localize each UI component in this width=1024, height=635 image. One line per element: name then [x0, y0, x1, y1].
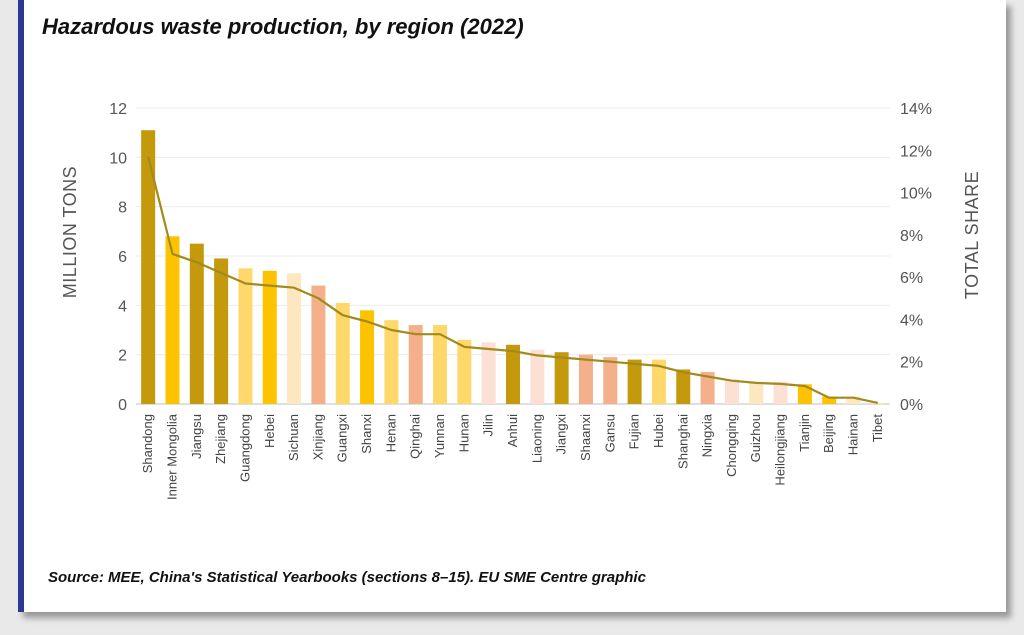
y-tick-label: 2 — [118, 348, 127, 365]
x-tick-label: Guangdong — [238, 414, 253, 482]
x-tick-label: Guangxi — [335, 414, 350, 463]
x-tick-label: Shandong — [140, 414, 155, 473]
bar — [773, 381, 788, 404]
x-tick-label: Jilin — [481, 414, 496, 436]
x-tick-label: Inner Mongolia — [165, 413, 180, 500]
x-tick-label: Henan — [383, 414, 398, 452]
bar — [457, 339, 472, 404]
y2-tick-label: 8% — [900, 228, 923, 245]
bar — [360, 310, 375, 404]
y2-tick-label: 4% — [900, 312, 923, 329]
bar — [749, 381, 764, 404]
x-tick-label: Liaoning — [529, 414, 544, 463]
y-tick-label: 8 — [118, 200, 127, 217]
y2-tick-label: 14% — [900, 101, 932, 118]
bar — [141, 130, 156, 404]
x-tick-label: Hunan — [456, 414, 471, 452]
bar — [238, 268, 253, 404]
bar — [627, 359, 642, 404]
bar — [189, 243, 204, 404]
x-tick-label: Gansu — [602, 414, 617, 452]
y2-tick-label: 2% — [900, 355, 923, 372]
y-tick-label: 10 — [109, 150, 127, 167]
x-tick-label: Beijing — [821, 414, 836, 453]
x-tick-label: Ningxia — [700, 413, 715, 457]
bar — [530, 349, 545, 404]
y-tick-label: 12 — [109, 101, 127, 118]
chart-title: Hazardous waste production, by region (2… — [42, 14, 524, 39]
bar — [384, 320, 399, 404]
bar — [870, 402, 885, 404]
x-tick-label: Hubei — [651, 414, 666, 448]
bar — [724, 379, 739, 404]
bar — [578, 354, 593, 404]
bar — [408, 325, 423, 404]
x-tick-label: Jiangxi — [554, 414, 569, 455]
x-tick-label: Chongqing — [724, 414, 739, 477]
y2-tick-label: 10% — [900, 186, 932, 203]
y-axis-label: MILLION TONS — [60, 166, 80, 298]
bar — [311, 285, 326, 404]
y2-axis-label: TOTAL SHARE — [962, 171, 982, 299]
x-tick-label: Tibet — [870, 414, 885, 443]
y-tick-label: 4 — [118, 298, 127, 315]
x-tick-label: Jiangsu — [189, 414, 204, 459]
x-tick-label: Anhui — [505, 414, 520, 447]
x-tick-label: Guizhou — [748, 414, 763, 462]
x-tick-label: Fujian — [627, 414, 642, 449]
x-tick-label: Qinghai — [408, 414, 423, 459]
x-tick-label: Tianjin — [797, 414, 812, 452]
bar — [481, 342, 496, 404]
x-tick-label: Heilongjiang — [773, 414, 788, 486]
x-tick-label: Hebei — [262, 414, 277, 448]
chart-plot: 0 2 4 6 8 10 12 0% 2% 4% 6% 8% 10% 12% 14% Shandong In… — [60, 101, 982, 500]
x-tick-label: Shaanxi — [578, 414, 593, 461]
bar — [287, 273, 302, 404]
y2-tick-label: 6% — [900, 270, 923, 287]
bar — [433, 325, 448, 404]
share-line — [147, 156, 879, 404]
bar — [335, 302, 350, 404]
chart-card: Hazardous waste production, by region (2… — [18, 0, 1006, 612]
x-tick-label: Shanghai — [675, 414, 690, 469]
bar — [165, 236, 180, 404]
bar — [506, 344, 520, 404]
y2-tick-label: 0% — [900, 397, 923, 414]
x-tick-label: Xinjiang — [310, 414, 325, 460]
bar — [603, 357, 618, 404]
bar — [651, 359, 666, 404]
bar — [676, 369, 691, 404]
bar — [797, 384, 812, 404]
y-tick-label: 6 — [118, 249, 127, 266]
y2-tick-label: 12% — [900, 143, 932, 160]
bar — [554, 352, 569, 404]
bar — [262, 270, 277, 404]
x-tick-label: Zhejiang — [213, 414, 228, 464]
x-tick-label: Yunnan — [432, 414, 447, 458]
source-note: Source: MEE, China's Statistical Yearboo… — [48, 569, 646, 586]
bar — [700, 371, 715, 404]
bar — [822, 396, 837, 404]
y-tick-label: 0 — [118, 397, 127, 414]
x-tick-label: Sichuan — [286, 414, 301, 461]
bar — [214, 258, 229, 404]
x-tick-label: Shanxi — [359, 414, 374, 454]
x-tick-label: Hainan — [846, 414, 861, 455]
bar — [846, 396, 861, 404]
